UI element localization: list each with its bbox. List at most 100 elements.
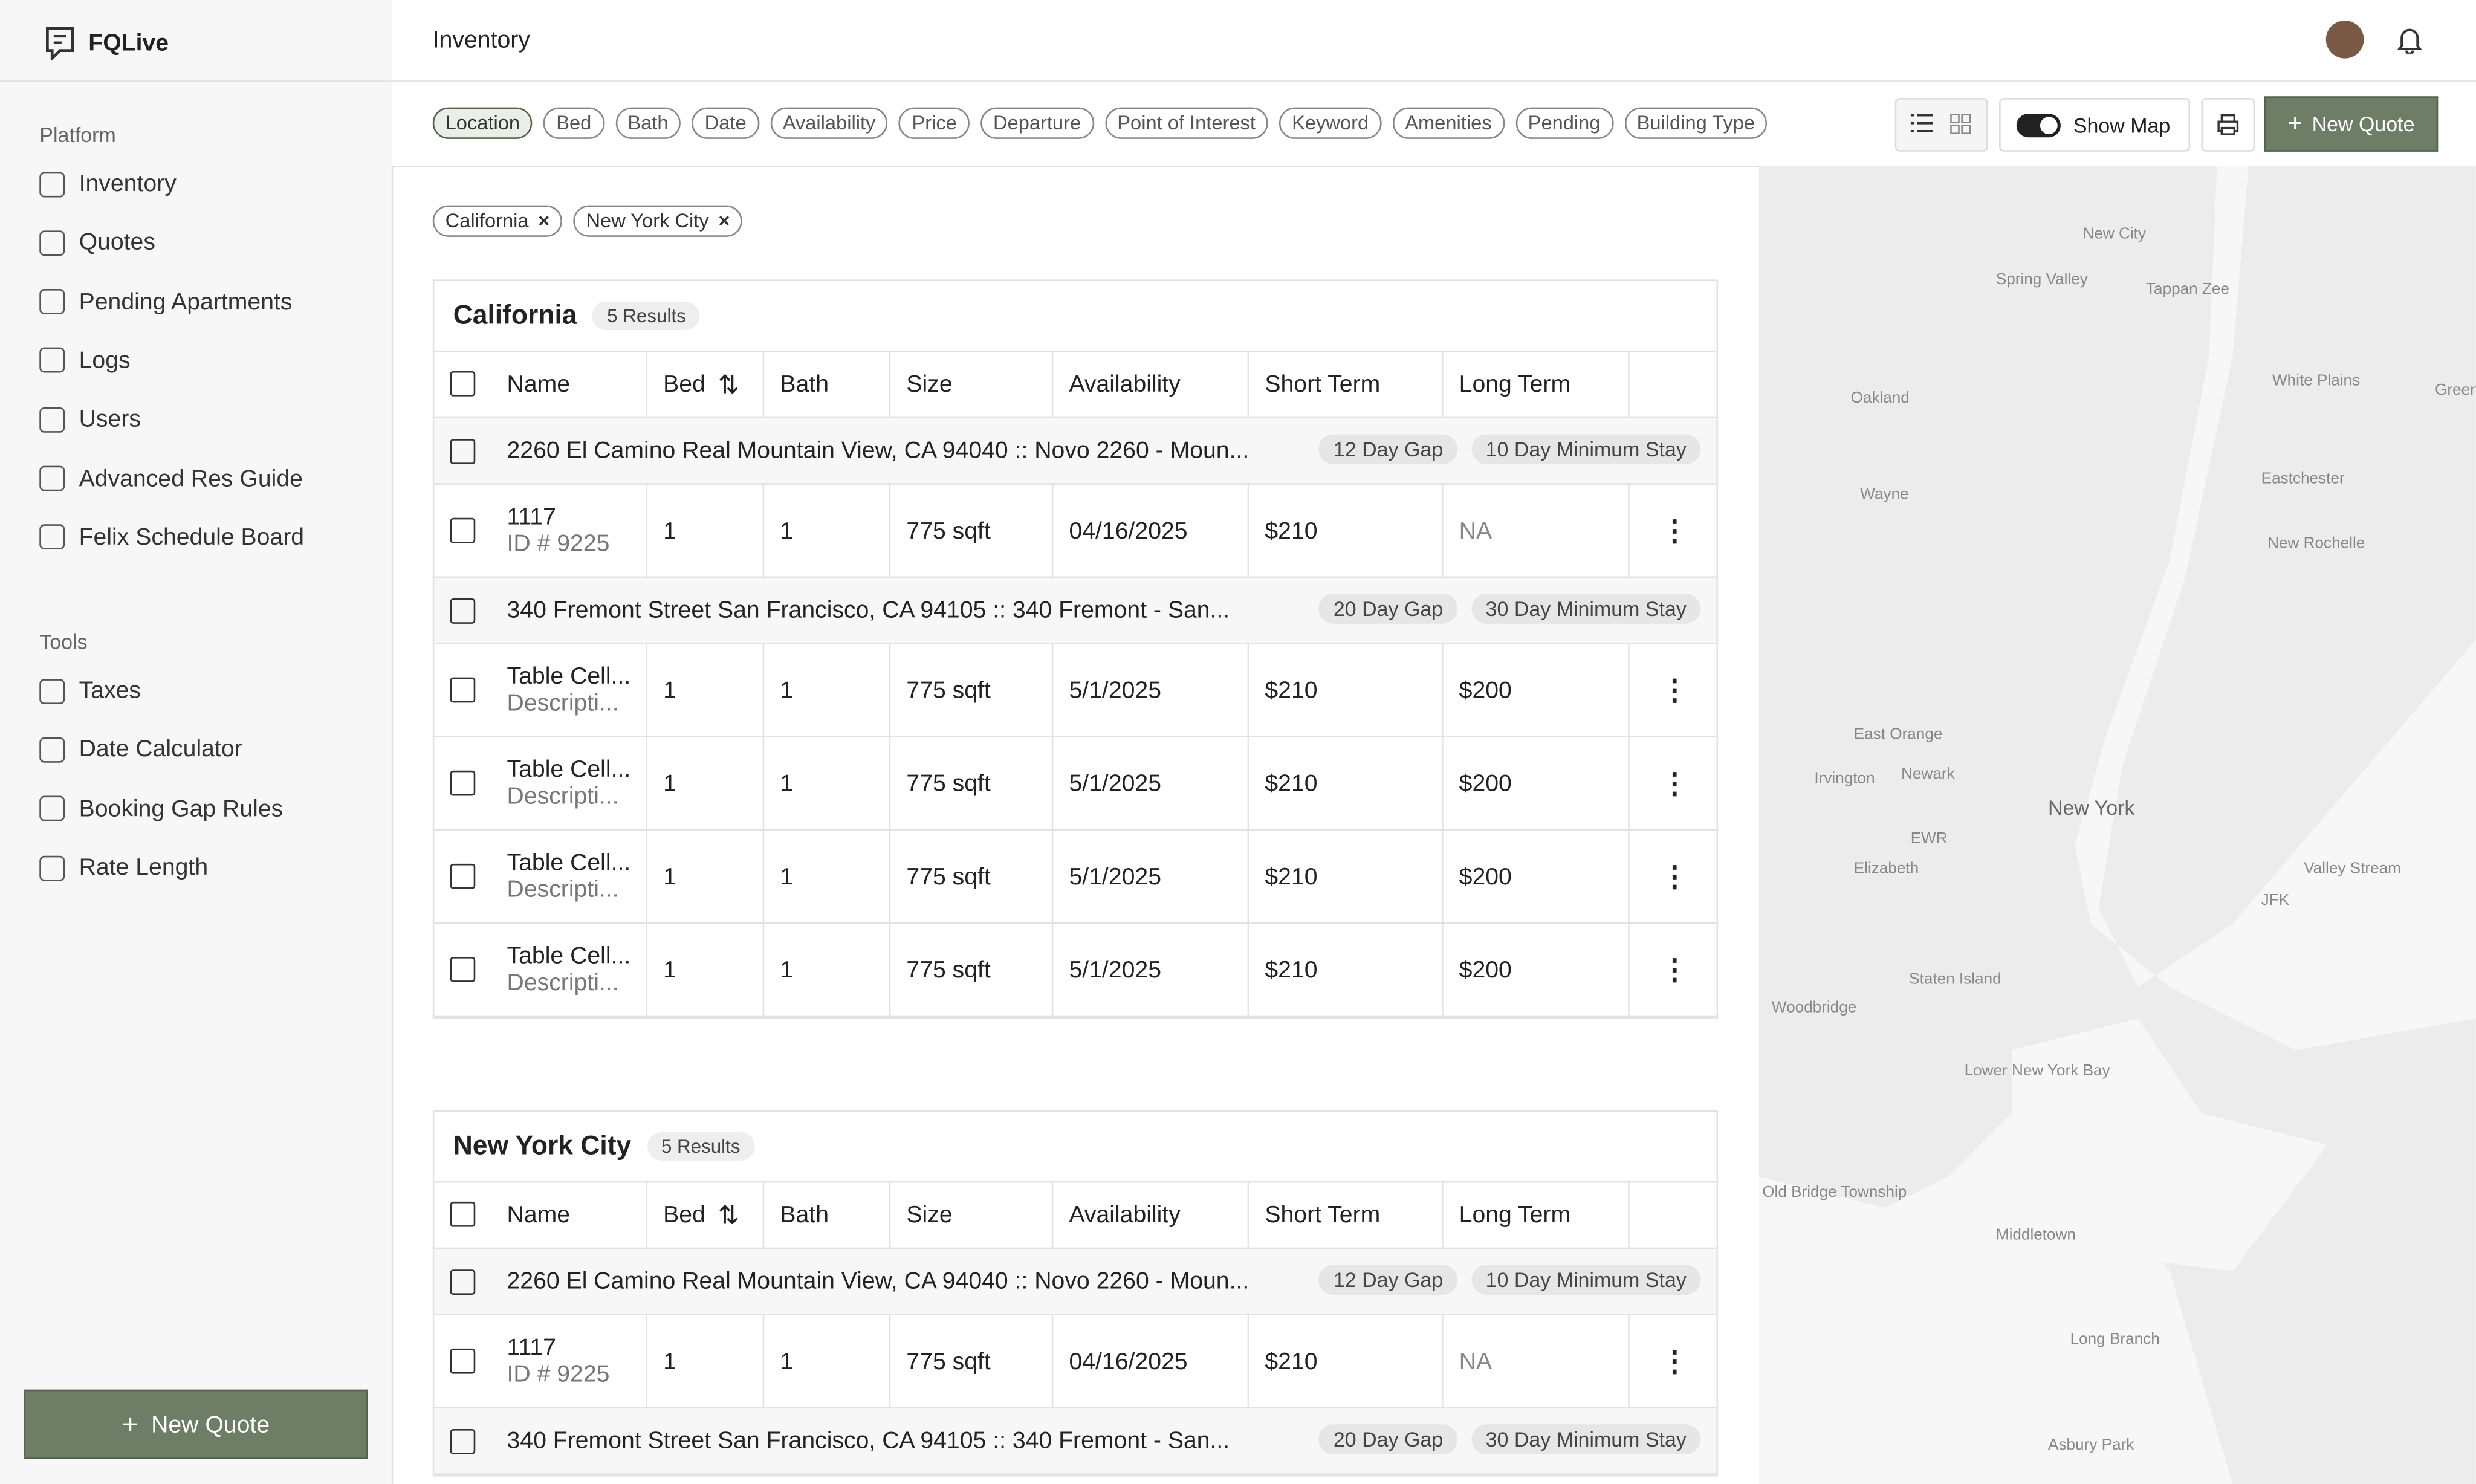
column-header[interactable]: Bed ⇅ [647, 352, 765, 417]
checkbox[interactable] [450, 1269, 476, 1295]
active-filter-chip[interactable]: California × [432, 205, 563, 237]
table-cell: 5/1/2025 [1053, 737, 1249, 829]
cell-name: Table Cell... [507, 849, 631, 876]
filter-chip[interactable]: Amenities [1392, 107, 1505, 139]
filter-chip[interactable]: Point of Interest [1104, 107, 1268, 139]
table-cell: 5/1/2025 [1053, 644, 1249, 736]
header: Inventory [391, 0, 2476, 82]
table-cell: 5/1/2025 [1053, 831, 1249, 922]
checkbox[interactable] [450, 677, 476, 703]
list-view-icon[interactable] [1910, 114, 1933, 132]
remove-icon[interactable]: × [538, 210, 550, 232]
table-cell: Table Cell... Descripti... [434, 924, 648, 1016]
filter-chip[interactable]: Price [899, 107, 970, 139]
show-map-toggle[interactable]: Show Map [1999, 97, 2191, 152]
sort-icon: ⇅ [718, 1202, 739, 1230]
cell-short-term: $210 [1265, 770, 1318, 797]
nav-item[interactable]: Rate Length [39, 854, 208, 881]
map-water [1758, 166, 2476, 1484]
column-header[interactable]: Bed ⇅ [647, 1182, 765, 1248]
nav-item[interactable]: Pending Apartments [39, 288, 293, 316]
nav-icon [39, 737, 65, 763]
nav-item[interactable]: Inventory [39, 170, 177, 198]
unit-row[interactable]: Table Cell... Descripti... 1 1 775 sqft 5/1/2… [434, 737, 1717, 831]
stay-badge: 30 Day Minimum Stay [1471, 594, 1701, 624]
checkbox[interactable] [450, 770, 476, 796]
property-row[interactable]: 2260 El Camino Real Mountain View, CA 94… [434, 1249, 1717, 1315]
map-label: Newark [1901, 765, 1955, 783]
filter-chip[interactable]: Date [692, 107, 759, 139]
map-label: Woodbridge [1771, 999, 1857, 1017]
remove-icon[interactable]: × [718, 210, 730, 232]
checkbox[interactable] [450, 1429, 476, 1454]
nav-item[interactable]: Date Calculator [39, 736, 242, 763]
nav-item[interactable]: Felix Schedule Board [39, 524, 304, 551]
property-row[interactable]: 2260 El Camino Real Mountain View, CA 94… [434, 418, 1717, 485]
map-label: Long Branch [2070, 1331, 2160, 1349]
filter-chip[interactable]: Location [432, 107, 533, 139]
notification-icon[interactable] [2397, 25, 2423, 54]
filter-chip[interactable]: Departure [980, 107, 1094, 139]
nav-item[interactable]: Advanced Res Guide [39, 465, 303, 492]
column-label: Bed [663, 1201, 705, 1229]
divider [0, 80, 392, 82]
sidebar-new-quote-label: New Quote [151, 1411, 270, 1438]
filter-chip[interactable]: Keyword [1279, 107, 1382, 139]
filter-chip[interactable]: Bed [543, 107, 604, 139]
filter-chip[interactable]: Building Type [1624, 107, 1768, 139]
column-header: Name [434, 352, 648, 417]
new-quote-button[interactable]: + New Quote [2264, 96, 2439, 152]
table-cell: $210 [1249, 1315, 1444, 1407]
unit-row[interactable]: Table Cell... Descripti... 1 1 775 sqft 5/1/2… [434, 831, 1717, 924]
row-menu[interactable]: ⋮ [1660, 953, 1689, 985]
row-menu[interactable]: ⋮ [1660, 860, 1689, 892]
checkbox[interactable] [450, 863, 476, 889]
unit-row[interactable]: Table Cell... Descripti... 1 1 775 sqft 5/1/2… [434, 924, 1717, 1017]
checkbox[interactable] [450, 439, 476, 464]
nav-item[interactable]: Booking Gap Rules [39, 795, 283, 822]
avatar[interactable] [2325, 20, 2364, 59]
property-row[interactable]: 340 Fremont Street San Francisco, CA 941… [434, 1408, 1717, 1475]
nav-item[interactable]: Taxes [39, 678, 141, 704]
table-cell: NA [1444, 1315, 1630, 1407]
filter-chip[interactable]: Bath [615, 107, 681, 139]
unit-row[interactable]: 1117 ID # 9225 1 1 775 sqft 04/16/2025 $210 NA ⋮ [434, 1315, 1717, 1409]
property-badges: 12 Day Gap 10 Day Minimum Stay [1319, 434, 1701, 464]
row-menu[interactable]: ⋮ [1660, 514, 1689, 546]
grid-view-icon[interactable] [1950, 114, 1971, 135]
row-menu[interactable]: ⋮ [1660, 1344, 1689, 1376]
cell-bed: 1 [663, 517, 676, 544]
row-menu[interactable]: ⋮ [1660, 673, 1689, 705]
sidebar-new-quote-button[interactable]: + New Quote [24, 1389, 368, 1459]
unit-row[interactable]: Table Cell... Descripti... 1 1 775 sqft 5/1/2… [434, 644, 1717, 737]
stay-badge: 30 Day Minimum Stay [1471, 1424, 1701, 1454]
column-header: Availability [1053, 1182, 1249, 1248]
map[interactable]: New City Spring Valley Tappan Zee Oakland Wh… [1758, 166, 2476, 1484]
print-button[interactable] [2201, 97, 2255, 152]
view-toggle[interactable] [1894, 97, 1988, 152]
filter-bar: Show Map + New Quote Location Bed Bath Date A… [391, 82, 2476, 167]
unit-row[interactable]: 1117 ID # 9225 1 1 775 sqft 04/16/2025 $210 NA ⋮ [434, 484, 1717, 578]
cell-bed: 1 [663, 956, 676, 983]
nav-label: Pending Apartments [79, 288, 293, 316]
nav-item[interactable]: Logs [39, 347, 131, 374]
table-cell: 1 [764, 1315, 891, 1407]
map-label: East Orange [1853, 726, 1943, 744]
nav-item[interactable]: Users [39, 406, 141, 433]
checkbox[interactable] [450, 371, 476, 397]
checkbox[interactable] [450, 1201, 476, 1227]
filter-chip[interactable]: Pending [1515, 107, 1613, 139]
cell-long-term: NA [1459, 517, 1492, 544]
property-row[interactable]: 340 Fremont Street San Francisco, CA 941… [434, 578, 1717, 644]
checkbox[interactable] [450, 598, 476, 624]
checkbox[interactable] [450, 956, 476, 982]
active-filter-chip[interactable]: New York City × [573, 205, 743, 237]
switch[interactable] [2016, 112, 2061, 137]
checkbox[interactable] [450, 1348, 476, 1374]
nav-item[interactable]: Quotes [39, 230, 155, 256]
filter-chip[interactable]: Availability [770, 107, 889, 139]
map-label: Staten Island [1909, 971, 2001, 989]
checkbox[interactable] [450, 517, 476, 543]
cell-availability: 5/1/2025 [1069, 956, 1161, 983]
row-menu[interactable]: ⋮ [1660, 766, 1689, 799]
